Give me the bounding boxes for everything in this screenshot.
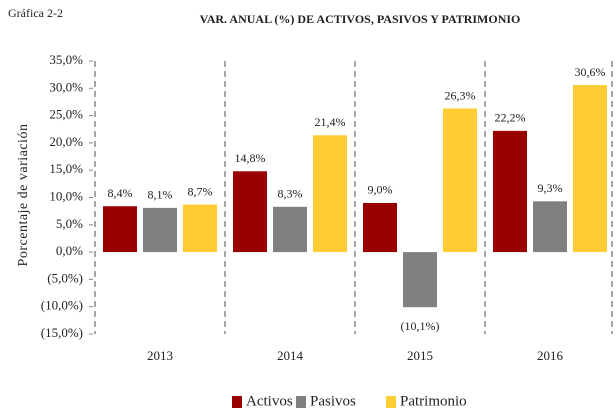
data-label: 8,3%	[278, 187, 303, 201]
bar	[143, 207, 177, 253]
bar	[103, 206, 137, 253]
data-label: 9,0%	[368, 183, 393, 197]
legend-label: Pasivos	[310, 393, 356, 409]
chart-title: VAR. ANUAL (%) DE ACTIVOS, PASIVOS Y PAT…	[200, 12, 521, 26]
y-tick-label: (5,0%)	[47, 270, 83, 285]
bar	[443, 108, 477, 253]
y-tick-label: 25,0%	[49, 107, 83, 122]
bar	[363, 202, 397, 253]
bar	[573, 85, 607, 253]
y-tick-label: 5,0%	[56, 216, 83, 231]
data-label: 26,3%	[445, 88, 476, 102]
y-tick-label: 10,0%	[49, 188, 83, 203]
x-tick-label: 2014	[277, 348, 304, 363]
y-tick-label: 35,0%	[49, 52, 83, 67]
bar	[403, 252, 437, 308]
data-label: 21,4%	[315, 115, 346, 129]
y-tick-label: 0,0%	[56, 243, 83, 258]
legend-label: Activos	[246, 393, 293, 409]
bar	[233, 171, 267, 253]
y-tick-label: 30,0%	[49, 79, 83, 94]
y-tick-label: (15,0%)	[41, 325, 83, 340]
data-label: 8,1%	[148, 188, 173, 202]
data-label: 22,2%	[495, 111, 526, 125]
bar	[493, 130, 527, 253]
x-tick-label: 2015	[407, 348, 433, 363]
legend-swatch	[232, 396, 242, 408]
y-tick-label: (10,0%)	[41, 298, 83, 313]
bar	[313, 135, 347, 253]
bar	[533, 201, 567, 253]
bar	[273, 206, 307, 253]
chart-label: Gráfica 2-2	[8, 6, 63, 20]
x-tick-label: 2016	[537, 348, 564, 363]
legend-label: Patrimonio	[400, 393, 467, 409]
data-label: 8,4%	[108, 186, 133, 200]
legend-swatch	[296, 396, 306, 408]
x-tick-label: 2013	[147, 348, 173, 363]
legend-swatch	[386, 396, 396, 408]
y-axis-label: Porcentaje de variación	[16, 124, 31, 267]
data-label: 14,8%	[235, 151, 266, 165]
data-label: (10,1%)	[401, 319, 440, 333]
data-label: 8,7%	[188, 184, 213, 198]
y-tick-label: 20,0%	[49, 134, 83, 149]
y-tick-label: 15,0%	[49, 161, 83, 176]
bar	[183, 204, 217, 253]
data-label: 9,3%	[538, 181, 563, 195]
data-label: 30,6%	[575, 65, 606, 79]
